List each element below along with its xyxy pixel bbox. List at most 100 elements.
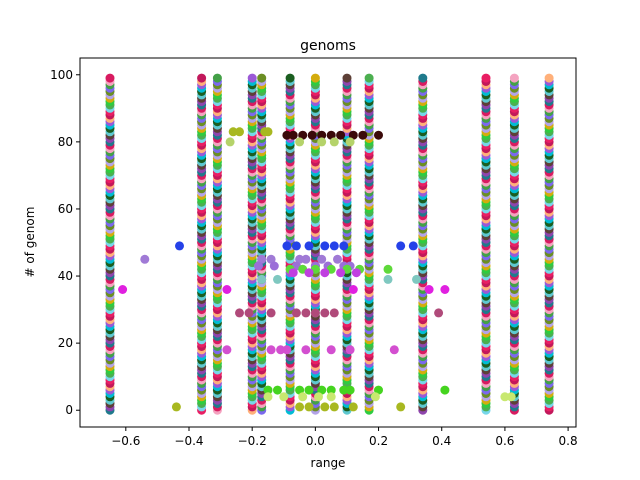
scatter-point bbox=[509, 73, 519, 83]
scatter-point bbox=[329, 308, 339, 318]
y-tick-label: 80 bbox=[58, 135, 73, 149]
scatter-point bbox=[222, 285, 232, 294]
y-tick-label: 40 bbox=[58, 269, 73, 283]
scatter-point bbox=[225, 137, 235, 147]
scatter-point bbox=[506, 392, 516, 402]
scatter-point bbox=[266, 345, 276, 355]
scatter-point bbox=[342, 73, 352, 83]
scatter-point bbox=[396, 241, 406, 251]
scatter-point bbox=[544, 73, 554, 83]
scatter-point bbox=[263, 385, 273, 395]
scatter-point bbox=[345, 345, 355, 355]
scatter-point bbox=[175, 241, 184, 251]
scatter-point bbox=[310, 73, 320, 83]
scatter-point bbox=[333, 254, 342, 264]
scatter-point bbox=[317, 130, 327, 140]
scatter-point bbox=[266, 308, 276, 318]
scatter-point bbox=[374, 385, 383, 395]
scatter-point bbox=[279, 392, 289, 402]
x-tick-label: 0.8 bbox=[559, 434, 578, 448]
scatter-point bbox=[273, 385, 282, 395]
scatter-point bbox=[320, 308, 330, 318]
scatter-point bbox=[257, 254, 267, 264]
scatter-point bbox=[481, 73, 491, 83]
scatter-point bbox=[320, 402, 330, 412]
scatter-point bbox=[329, 241, 339, 251]
scatter-point bbox=[212, 73, 222, 83]
scatter-point bbox=[440, 385, 450, 395]
scatter-point bbox=[326, 385, 336, 395]
scatter-point bbox=[140, 254, 150, 264]
data-points bbox=[105, 73, 554, 415]
scatter-point bbox=[307, 130, 317, 140]
scatter-point bbox=[298, 392, 308, 402]
scatter-point bbox=[118, 285, 128, 294]
scatter-point bbox=[370, 392, 380, 402]
scatter-point bbox=[304, 385, 314, 395]
scatter-point bbox=[408, 241, 418, 251]
scatter-point bbox=[339, 241, 349, 251]
scatter-point bbox=[257, 274, 267, 284]
scatter-point bbox=[320, 268, 330, 278]
scatter-point bbox=[266, 254, 276, 264]
scatter-point bbox=[374, 130, 383, 140]
scatter-point bbox=[326, 130, 336, 140]
scatter-point bbox=[434, 308, 444, 318]
chart-title: genoms bbox=[300, 38, 356, 54]
scatter-point bbox=[288, 268, 298, 278]
scatter-point bbox=[269, 261, 279, 271]
scatter-point bbox=[348, 130, 358, 140]
y-tick-label: 60 bbox=[58, 202, 73, 216]
scatter-point bbox=[197, 73, 207, 83]
scatter-point bbox=[389, 345, 399, 355]
axes-frame bbox=[79, 57, 577, 428]
scatter-point bbox=[171, 402, 181, 412]
scatter-point bbox=[329, 137, 339, 147]
scatter-point bbox=[301, 254, 311, 264]
scatter-point bbox=[282, 130, 292, 140]
scatter-point bbox=[301, 308, 311, 318]
scatter-point bbox=[364, 73, 374, 83]
scatter-point bbox=[222, 345, 232, 355]
x-tick-label: −0.2 bbox=[238, 434, 267, 448]
scatter-point bbox=[345, 385, 355, 395]
scatter-point bbox=[295, 402, 305, 412]
scatter-point bbox=[348, 285, 358, 294]
scatter-point bbox=[500, 392, 510, 402]
scatter-point bbox=[247, 73, 257, 83]
scatter-point bbox=[235, 127, 244, 137]
scatter-point bbox=[383, 274, 393, 284]
scatter-point bbox=[282, 241, 292, 251]
scatter-point bbox=[282, 345, 292, 355]
x-tick-label: 0.4 bbox=[432, 434, 451, 448]
scatter-point bbox=[320, 241, 330, 251]
scatter-point bbox=[291, 241, 301, 251]
scatter-point bbox=[228, 127, 238, 137]
scatter-point bbox=[418, 73, 428, 83]
scatter-point bbox=[295, 254, 305, 264]
scatter-point bbox=[326, 345, 336, 355]
scatter-point bbox=[310, 308, 320, 318]
scatter-point bbox=[336, 130, 346, 140]
scatter-point bbox=[285, 73, 295, 83]
scatter-point bbox=[304, 268, 314, 278]
scatter-point bbox=[314, 392, 323, 402]
scatter-point bbox=[298, 130, 308, 140]
x-tick-label: −0.4 bbox=[174, 434, 203, 448]
scatter-point bbox=[326, 392, 336, 402]
scatter-point bbox=[263, 127, 273, 137]
scatter-point bbox=[301, 345, 311, 355]
scatter-point bbox=[276, 345, 286, 355]
scatter-point bbox=[412, 274, 421, 284]
scatter-point bbox=[329, 402, 339, 412]
scatter-point bbox=[304, 241, 314, 251]
x-axis-ticks: −0.6 −0.4 −0.2 0.0 0.2 0.4 0.6 0.8 bbox=[111, 427, 578, 448]
scatter-point bbox=[291, 308, 301, 318]
scatter-point bbox=[257, 73, 267, 83]
scatter-point bbox=[317, 385, 327, 395]
x-tick-label: 0.2 bbox=[369, 434, 388, 448]
scatter-point bbox=[339, 385, 349, 395]
scatter-point bbox=[424, 285, 434, 294]
scatter-point bbox=[396, 402, 406, 412]
